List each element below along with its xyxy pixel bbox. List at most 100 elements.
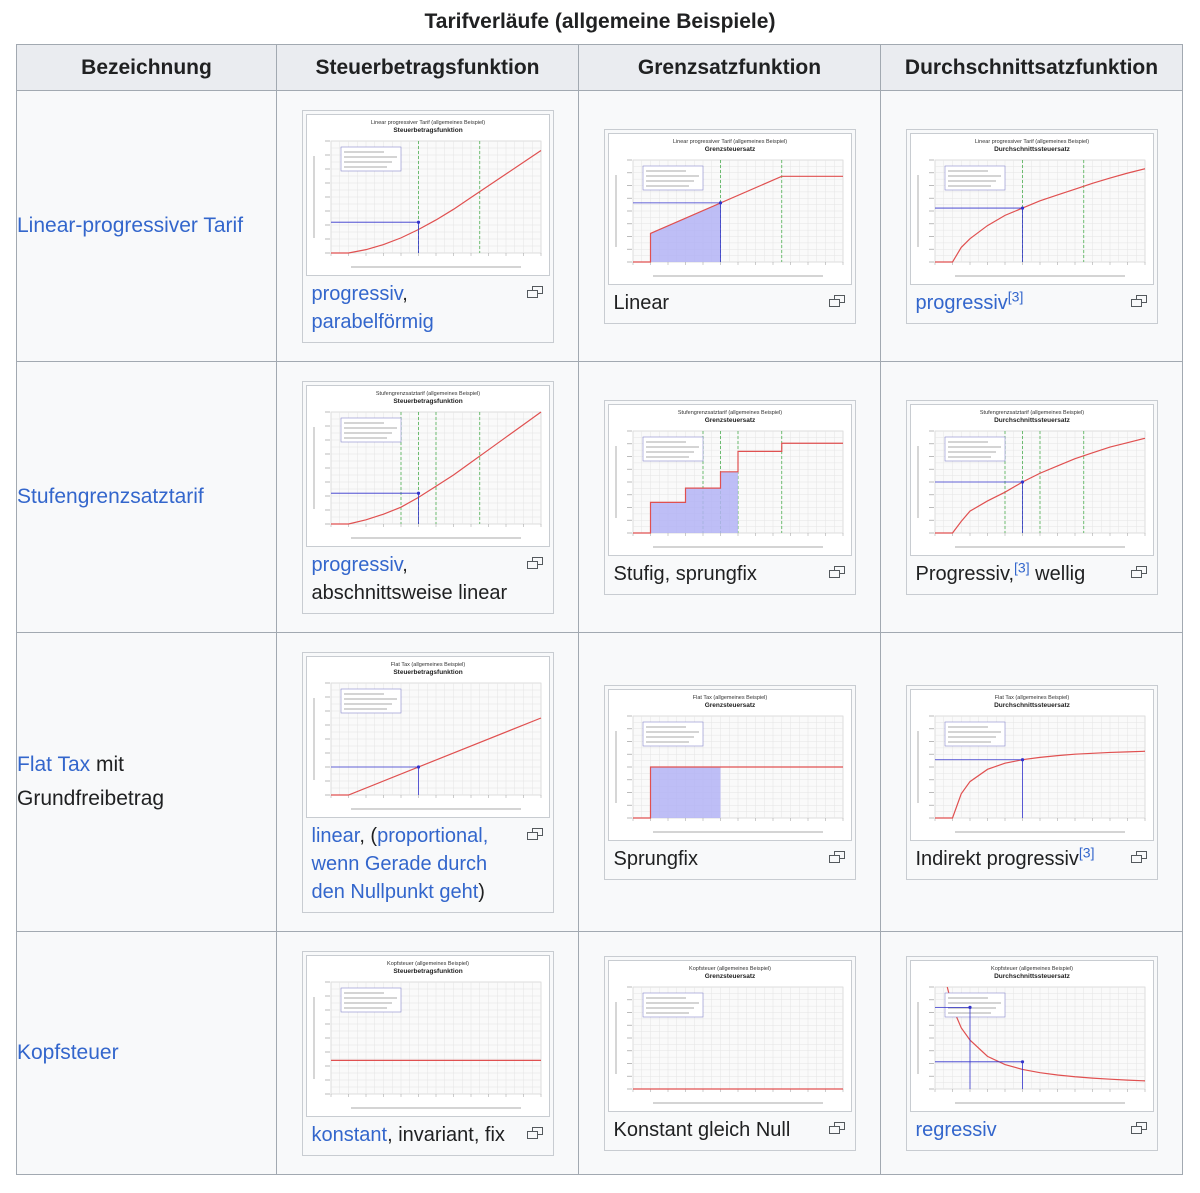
chart-subtitle: Durchschnittssteuersatz bbox=[994, 702, 1071, 709]
chart-title: Kopfsteuer (allgemeines Beispiel) bbox=[991, 966, 1073, 972]
reference-link[interactable]: [3] bbox=[1014, 558, 1030, 575]
thumbnail: Stufengrenzsatztarif (allgemeines Beispi… bbox=[603, 399, 856, 595]
thumbnail: Stufengrenzsatztarif (allgemeines Beispi… bbox=[301, 380, 554, 614]
thumbnail: Kopfsteuer (allgemeines Beispiel) Steuerb… bbox=[301, 950, 554, 1156]
chart-title: Linear progressiver Tarif (allgemeines B… bbox=[370, 120, 484, 126]
reference-sup: [3] bbox=[1008, 288, 1024, 304]
thumbnail: Stufengrenzsatztarif (allgemeines Beispi… bbox=[905, 399, 1158, 595]
enlarge-icon[interactable] bbox=[526, 285, 543, 298]
caption-text: wellig bbox=[1029, 562, 1086, 585]
caption-text: Linear bbox=[613, 291, 670, 314]
caption-text: abschnittsweise linear bbox=[311, 581, 508, 604]
thumbnail: Flat Tax (allgemeines Beispiel) Grenzsteu… bbox=[603, 684, 856, 880]
series-line bbox=[934, 167, 1145, 263]
thumbnail: Kopfsteuer (allgemeines Beispiel) Grenzst… bbox=[603, 955, 856, 1151]
caption-link[interactable]: konstant bbox=[311, 1123, 388, 1146]
caption-text: Sprungfix bbox=[613, 847, 699, 870]
grenzsatz-cell: Kopfsteuer (allgemeines Beispiel) Grenzst… bbox=[578, 931, 881, 1175]
caption-link[interactable]: linear bbox=[311, 824, 360, 847]
chart-thumbnail[interactable]: Linear progressiver Tarif (allgemeines B… bbox=[607, 132, 852, 285]
enlarge-icon[interactable] bbox=[1130, 565, 1147, 578]
chart-subtitle: Grenzsteuersatz bbox=[704, 146, 755, 153]
table-row: Kopfsteuer Kopfsteuer (allgemeines Beispi… bbox=[16, 931, 1183, 1175]
durchschnittsatz-cell: Stufengrenzsatztarif (allgemeines Beispi… bbox=[880, 361, 1183, 633]
enlarge-icon[interactable] bbox=[828, 850, 845, 863]
marker-point bbox=[1020, 205, 1024, 210]
enlarge-icon[interactable] bbox=[1130, 294, 1147, 307]
header-durchschnittsatz: Durchschnittsatzfunktion bbox=[880, 44, 1183, 91]
row-label: Stufengrenzsatztarif bbox=[16, 361, 277, 633]
marker-point bbox=[416, 764, 420, 769]
reference-link[interactable]: [3] bbox=[1007, 287, 1024, 304]
marker-point bbox=[1020, 1059, 1024, 1063]
caption-link[interactable]: progressiv bbox=[311, 553, 403, 576]
durchschnittsatz-cell: Flat Tax (allgemeines Beispiel) Durchschn… bbox=[880, 632, 1183, 932]
caption-text: , bbox=[402, 282, 408, 305]
tariff-link[interactable]: Stufengrenzsatztarif bbox=[17, 485, 204, 508]
enlarge-icon[interactable] bbox=[526, 556, 543, 569]
enlarge-icon[interactable] bbox=[828, 1121, 845, 1134]
header-grenzsatz: Grenzsatzfunktion bbox=[578, 44, 881, 91]
thumbnail: Flat Tax (allgemeines Beispiel) Steuerbet… bbox=[301, 651, 554, 913]
chart-thumbnail[interactable]: Flat Tax (allgemeines Beispiel)Durchschn… bbox=[909, 688, 1154, 841]
tariff-link[interactable]: Kopfsteuer bbox=[17, 1041, 119, 1064]
table-row: Flat Tax mit Grundfreibetrag Flat Tax (al… bbox=[16, 632, 1183, 932]
chart-thumbnail[interactable]: Flat Tax (allgemeines Beispiel)Steuerbet… bbox=[305, 655, 550, 818]
caption-text: Konstant gleich Null bbox=[613, 1118, 791, 1141]
marker-point bbox=[1020, 479, 1024, 484]
table-row: Stufengrenzsatztarif Stufengrenzsatztarif… bbox=[16, 361, 1183, 633]
chart-thumbnail[interactable]: Stufengrenzsatztarif (allgemeines Beispi… bbox=[305, 384, 550, 547]
chart-subtitle: Steuerbetragsfunktion bbox=[393, 398, 462, 405]
thumbnail: Linear progressiver Tarif (allgemeines B… bbox=[301, 109, 554, 343]
chart-thumbnail[interactable]: Stufengrenzsatztarif (allgemeines Beispi… bbox=[607, 403, 852, 556]
chart-thumbnail[interactable]: Kopfsteuer (allgemeines Beispiel)Durchsc… bbox=[909, 959, 1154, 1112]
chart-subtitle: Steuerbetragsfunktion bbox=[393, 669, 462, 676]
series-line bbox=[632, 442, 843, 534]
grenzsatz-cell: Flat Tax (allgemeines Beispiel) Grenzsteu… bbox=[578, 632, 881, 932]
chart-subtitle: Grenzsteuersatz bbox=[704, 417, 755, 424]
chart-thumbnail[interactable]: Kopfsteuer (allgemeines Beispiel)Grenzst… bbox=[607, 959, 852, 1112]
thumbnail-caption: Progressiv,[3] wellig bbox=[907, 556, 1157, 594]
chart-thumbnail[interactable]: Flat Tax (allgemeines Beispiel)Grenzsteu… bbox=[607, 688, 852, 841]
caption-link[interactable]: progressiv bbox=[311, 282, 403, 305]
caption-text: Stufig, sprungfix bbox=[613, 562, 757, 585]
caption-link[interactable]: regressiv bbox=[915, 1118, 997, 1141]
chart-thumbnail[interactable]: Kopfsteuer (allgemeines Beispiel)Steuerb… bbox=[305, 954, 550, 1117]
header-bezeichnung: Bezeichnung bbox=[16, 44, 277, 91]
enlarge-icon[interactable] bbox=[1130, 1121, 1147, 1134]
reference-sup: [3] bbox=[1014, 559, 1030, 575]
enlarge-icon[interactable] bbox=[1130, 850, 1147, 863]
series-line bbox=[632, 765, 843, 819]
caption-link[interactable]: progressiv bbox=[915, 291, 1008, 314]
series-line bbox=[330, 716, 541, 796]
thumbnail-caption: Linear bbox=[605, 285, 855, 323]
chart-subtitle: Durchschnittssteuersatz bbox=[994, 417, 1071, 424]
caption-link[interactable]: parabelförmig bbox=[311, 310, 434, 333]
chart-title: Linear progressiver Tarif (allgemeines B… bbox=[974, 139, 1088, 145]
tariff-link[interactable]: Linear-progressiver Tarif bbox=[17, 214, 244, 237]
chart-title: Stufengrenzsatztarif (allgemeines Beispi… bbox=[677, 410, 781, 416]
enlarge-icon[interactable] bbox=[526, 1126, 543, 1139]
enlarge-icon[interactable] bbox=[828, 294, 845, 307]
marker-point bbox=[416, 220, 420, 224]
row-label: Flat Tax mit Grundfreibetrag bbox=[16, 632, 277, 932]
chart-subtitle: Grenzsteuersatz bbox=[704, 702, 755, 709]
chart-thumbnail[interactable]: Linear progressiver Tarif (allgemeines B… bbox=[305, 113, 550, 276]
grenzsatz-cell: Stufengrenzsatztarif (allgemeines Beispi… bbox=[578, 361, 881, 633]
chart-thumbnail[interactable]: Stufengrenzsatztarif (allgemeines Beispi… bbox=[909, 403, 1154, 556]
series-line bbox=[330, 149, 541, 254]
steuerbetrag-cell: Flat Tax (allgemeines Beispiel) Steuerbet… bbox=[276, 632, 579, 932]
tariff-link[interactable]: Flat Tax bbox=[17, 753, 91, 776]
caption-link[interactable]: proportional, wenn Gerade durch den Null… bbox=[311, 824, 489, 903]
enlarge-icon[interactable] bbox=[526, 827, 543, 840]
enlarge-icon[interactable] bbox=[828, 565, 845, 578]
thumbnail: Linear progressiver Tarif (allgemeines B… bbox=[905, 128, 1158, 324]
durchschnittsatz-cell: Kopfsteuer (allgemeines Beispiel) Durchsc… bbox=[880, 931, 1183, 1175]
reference-link[interactable]: [3] bbox=[1078, 843, 1095, 860]
thumbnail-caption: progressiv, abschnittsweise linear bbox=[303, 547, 553, 613]
chart-thumbnail[interactable]: Linear progressiver Tarif (allgemeines B… bbox=[909, 132, 1154, 285]
table-row: Linear-progressiver Tarif Linear progress… bbox=[16, 90, 1183, 362]
caption-text: , bbox=[402, 553, 408, 576]
thumbnail: Kopfsteuer (allgemeines Beispiel) Durchsc… bbox=[905, 955, 1158, 1151]
marker-point bbox=[967, 1005, 972, 1009]
